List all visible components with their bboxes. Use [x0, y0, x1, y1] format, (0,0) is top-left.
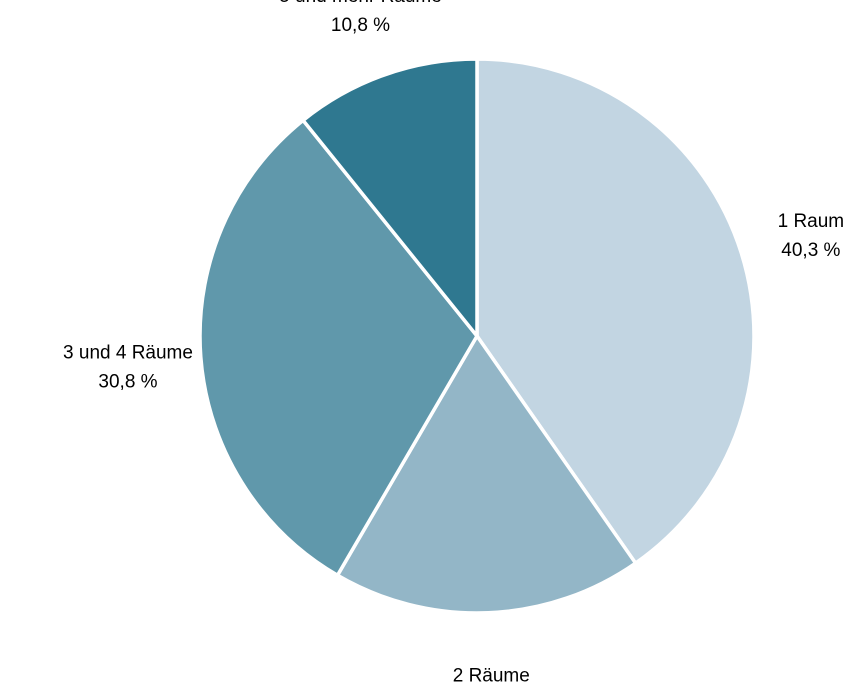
- slice-value-3-und-4-raeume: 30,8 %: [98, 371, 157, 392]
- slice-label-5-und-mehr-raeume: 5 und mehr Räume: [279, 0, 442, 7]
- slice-label-group-2-raeume: 2 Räume18,1 %: [453, 666, 530, 687]
- slice-label-1-raum: 1 Raum: [778, 211, 845, 232]
- slice-label-2-raeume: 2 Räume: [453, 666, 530, 683]
- slice-value-1-raum: 40,3 %: [781, 240, 840, 261]
- slice-label-group-1-raum: 1 Raum 40,3 %: [778, 211, 845, 261]
- pie-slice-5-und-mehr-raeume: [301, 57, 479, 338]
- labels-layer: 1 Raum 40,3 % 2 Räume18,1 % 3 und 4 Räume 30…: [63, 0, 845, 687]
- pie-slice-1-raum: [475, 57, 756, 565]
- slice-value-5-und-mehr-raeume: 10,8 %: [331, 15, 390, 36]
- slice-label-3-und-4-raeume: 3 und 4 Räume: [63, 342, 193, 363]
- pie-slice-3-und-4-raeume: [198, 118, 479, 578]
- slice-label-group-3-und-4-raeume: 3 und 4 Räume 30,8 %: [63, 342, 193, 392]
- pie-slice-2-raeume: [335, 334, 638, 615]
- slices-layer: [198, 57, 756, 615]
- slice-label-group-5-und-mehr-raeume: 5 und mehr Räume 10,8 %: [279, 0, 442, 36]
